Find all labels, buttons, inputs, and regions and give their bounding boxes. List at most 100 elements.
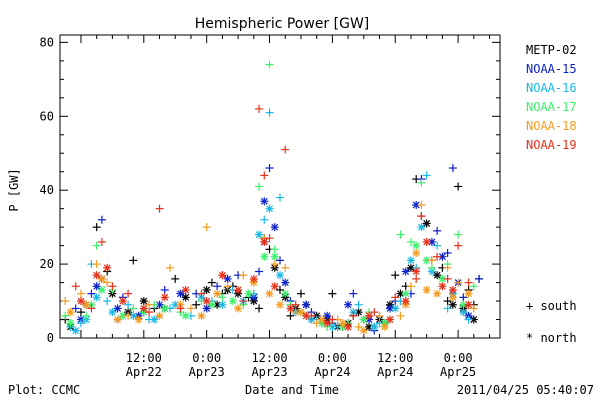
south-point [406, 237, 415, 246]
north-point [412, 241, 421, 250]
symbol-legend-south: + south [526, 299, 577, 313]
north-point [370, 322, 379, 331]
south-point [145, 315, 154, 324]
north-point [323, 319, 332, 328]
north-point [422, 219, 431, 228]
north-point [386, 304, 394, 313]
south-point [296, 289, 305, 298]
north-point [66, 319, 75, 328]
legend-entry: METP-02 [526, 43, 577, 57]
x-tick-time-label: 0:00 [192, 351, 221, 365]
x-tick-date-label: Apr22 [126, 365, 162, 379]
north-point [417, 223, 426, 232]
south-point [61, 297, 70, 306]
north-point [260, 197, 269, 206]
x-tick-time-label: 12:00 [251, 351, 287, 365]
south-point [370, 308, 379, 317]
south-point [464, 278, 473, 287]
south-point [291, 308, 300, 317]
north-point [317, 315, 326, 324]
north-point [181, 311, 190, 320]
south-point [207, 278, 216, 287]
symbol-legend-north: * north [526, 331, 577, 345]
north-point [412, 249, 421, 258]
south-point [276, 285, 284, 294]
north-point [459, 308, 468, 317]
south-point [291, 300, 300, 309]
y-axis: 0 20 40 60 80 [40, 35, 500, 345]
north-point [97, 285, 106, 294]
legend-entry: NOAA-18 [526, 119, 577, 133]
north-point [359, 326, 368, 335]
south-point [270, 260, 279, 269]
series-noaa-18 [61, 200, 478, 335]
south-point [192, 300, 201, 309]
footer-timestamp: 2011/04/25 05:40:07 [457, 383, 594, 397]
legend-entry: NOAA-19 [526, 138, 577, 152]
south-point [396, 311, 405, 320]
north-point [338, 319, 347, 328]
south-point [87, 289, 96, 298]
north-point [380, 322, 389, 331]
north-point [433, 289, 442, 298]
x-tick-time-label: 12:00 [126, 351, 162, 365]
north-point [92, 293, 101, 302]
north-point [302, 300, 311, 309]
north-point [202, 285, 211, 294]
south-point [202, 223, 211, 232]
north-point [281, 289, 290, 298]
north-point [218, 300, 227, 309]
north-point [118, 297, 127, 306]
south-point [103, 297, 112, 306]
south-point [160, 285, 169, 294]
north-point [223, 274, 232, 283]
south-point [260, 215, 269, 224]
south-point [92, 260, 101, 269]
north-point [396, 289, 405, 298]
south-point [443, 249, 452, 258]
south-point [265, 164, 274, 173]
north-point [270, 252, 279, 261]
south-point [391, 271, 400, 280]
south-point [459, 293, 468, 302]
south-point [433, 241, 442, 250]
north-point [134, 315, 143, 324]
north-point [276, 271, 284, 280]
north-point [401, 297, 410, 306]
north-point [464, 289, 473, 298]
north-point [71, 326, 80, 335]
south-point [129, 304, 138, 313]
x-tick-date-label: Apr23 [251, 365, 287, 379]
x-tick-time-label: 12:00 [377, 351, 413, 365]
x-tick-date-label: Apr25 [440, 365, 476, 379]
south-point [76, 308, 85, 317]
north-point [181, 285, 190, 294]
south-point [255, 304, 264, 313]
south-point [218, 293, 227, 302]
north-point [249, 274, 258, 283]
south-point [454, 278, 463, 287]
south-point [255, 267, 264, 276]
north-point [260, 237, 269, 246]
south-point [349, 311, 358, 320]
south-point [328, 289, 337, 298]
south-point [71, 282, 80, 291]
south-point [97, 237, 106, 246]
south-point [124, 311, 133, 320]
north-point [323, 311, 332, 320]
south-point [433, 252, 442, 261]
north-point [344, 300, 353, 309]
plot-frame [59, 34, 501, 339]
south-point [197, 289, 206, 298]
x-tick-date-label: Apr23 [189, 365, 225, 379]
south-point [427, 256, 436, 265]
south-point [155, 204, 164, 213]
south-point [260, 171, 269, 180]
south-point [406, 282, 415, 291]
north-point [92, 271, 101, 280]
north-point [176, 289, 185, 298]
south-point [454, 182, 463, 191]
north-point [365, 311, 374, 320]
north-point [270, 282, 279, 291]
north-point [160, 293, 169, 302]
